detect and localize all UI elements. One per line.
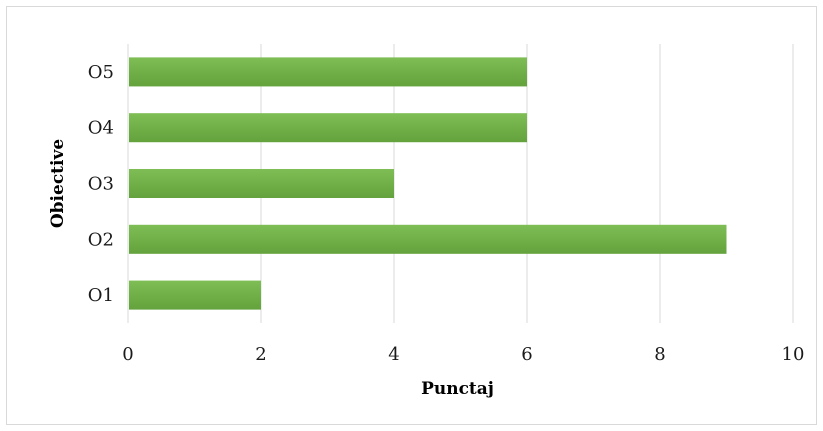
bar-o1 (129, 280, 261, 310)
y-tick-label-o2: O2 (88, 229, 114, 250)
bar-o3 (129, 168, 394, 199)
x-tick-label: 6 (521, 344, 532, 365)
y-tick-label-o1: O1 (88, 285, 114, 306)
y-axis-title: Obiective (48, 139, 68, 229)
gridlines (127, 44, 794, 323)
bars (129, 57, 727, 310)
x-tick-label: 10 (782, 344, 805, 365)
bar-o4 (129, 113, 527, 143)
x-tick-label: 8 (654, 344, 665, 365)
x-axis-title: Punctaj (421, 379, 494, 399)
y-tick-label-o3: O3 (88, 174, 114, 195)
x-tick-label: 2 (255, 344, 266, 365)
x-tick-labels: 0 2 4 6 8 10 (122, 344, 804, 365)
y-tick-label-o5: O5 (88, 62, 114, 83)
x-tick-label: 0 (122, 344, 133, 365)
bar-o5 (129, 57, 527, 87)
bar-o2 (129, 224, 727, 254)
y-tick-labels: O1 O2 O3 O4 O5 (88, 62, 114, 306)
x-tick-label: 4 (388, 344, 399, 365)
y-tick-label-o4: O4 (88, 118, 114, 139)
